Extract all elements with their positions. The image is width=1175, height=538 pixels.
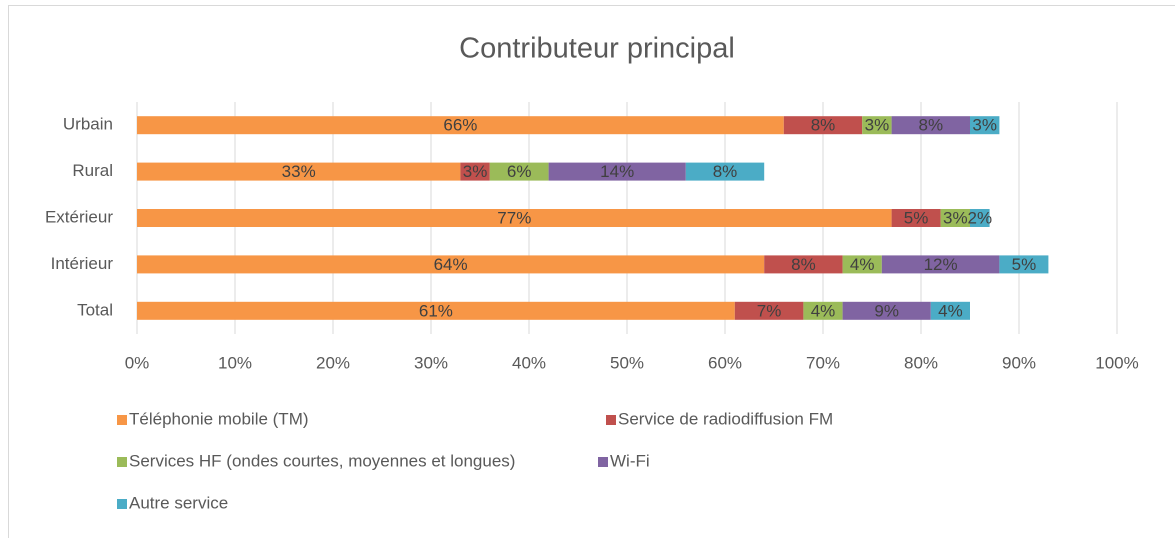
data-label: 8%: [791, 255, 816, 274]
bar-segment: [734, 301, 804, 320]
data-label: 7%: [757, 301, 782, 320]
data-label: 6%: [507, 162, 532, 181]
data-label: 61%: [419, 301, 453, 320]
legend-label: Services HF (ondes courtes, moyennes et …: [129, 451, 515, 470]
bar-segment: [783, 116, 863, 135]
data-label: 12%: [924, 255, 958, 274]
data-label: 3%: [865, 116, 890, 135]
bar-segment: [999, 255, 1049, 274]
bar-segment: [842, 301, 931, 320]
legend-label: Autre service: [129, 493, 228, 512]
legend-swatch: [117, 457, 127, 467]
x-tick-label: 50%: [610, 353, 644, 372]
bar-segment: [891, 209, 941, 227]
bar-segment: [891, 116, 970, 135]
data-label: 77%: [497, 208, 531, 227]
bar-segment: [842, 255, 882, 274]
x-tick-label: 90%: [1002, 353, 1036, 372]
y-tick-label: Rural: [72, 161, 113, 180]
y-tick-label: Total: [77, 300, 113, 319]
bar-segment: [803, 301, 843, 320]
data-label: 9%: [874, 301, 899, 320]
data-label: 2%: [968, 208, 993, 227]
legend-label: Wi-Fi: [610, 451, 650, 470]
x-tick-label: 20%: [316, 353, 350, 372]
data-label: 14%: [600, 162, 634, 181]
bar-segment: [548, 162, 686, 181]
x-tick-label: 30%: [414, 353, 448, 372]
bar-segment: [940, 209, 970, 227]
x-tick-label: 60%: [708, 353, 742, 372]
data-label: 8%: [811, 116, 836, 135]
data-label: 4%: [938, 301, 963, 320]
bar-segment: [881, 255, 1000, 274]
data-label: 3%: [463, 162, 488, 181]
legend-swatch: [598, 457, 608, 467]
bar-segment: [137, 301, 735, 320]
y-tick-label: Urbain: [63, 115, 113, 134]
bar-segment: [862, 116, 892, 135]
chart-title: Contributeur principal: [459, 33, 735, 65]
bar-segment: [137, 209, 892, 227]
y-tick-label: Extérieur: [45, 207, 113, 226]
data-label: 64%: [434, 255, 468, 274]
x-tick-label: 80%: [904, 353, 938, 372]
bar-segment: [489, 162, 549, 181]
x-tick-label: 10%: [218, 353, 252, 372]
bar-segment: [685, 162, 765, 181]
data-label: 4%: [850, 255, 875, 274]
bar-segment: [764, 255, 843, 274]
bar-segment: [137, 255, 765, 274]
bar-segment: [970, 209, 990, 227]
data-label: 5%: [1012, 255, 1037, 274]
data-label: 8%: [919, 116, 944, 135]
legend-swatch: [117, 499, 127, 509]
y-tick-label: Intérieur: [51, 254, 114, 273]
legend-label: Service de radiodiffusion FM: [618, 409, 833, 428]
legend-swatch: [117, 415, 127, 425]
bar-segment: [137, 162, 461, 181]
bar-segment: [970, 116, 1000, 135]
data-label: 4%: [811, 301, 836, 320]
x-tick-label: 40%: [512, 353, 546, 372]
data-label: 8%: [713, 162, 738, 181]
data-label: 3%: [972, 116, 997, 135]
x-tick-label: 0%: [125, 353, 150, 372]
data-label: 66%: [443, 116, 477, 135]
legend-swatch: [606, 415, 616, 425]
data-label: 3%: [943, 208, 968, 227]
bar-segment: [930, 301, 970, 320]
bar-segment: [460, 162, 490, 181]
x-tick-label: 70%: [806, 353, 840, 372]
bar-segment: [137, 116, 784, 135]
x-tick-label: 100%: [1095, 353, 1138, 372]
data-label: 5%: [904, 208, 929, 227]
data-label: 33%: [282, 162, 316, 181]
legend-label: Téléphonie mobile (TM): [129, 409, 309, 428]
